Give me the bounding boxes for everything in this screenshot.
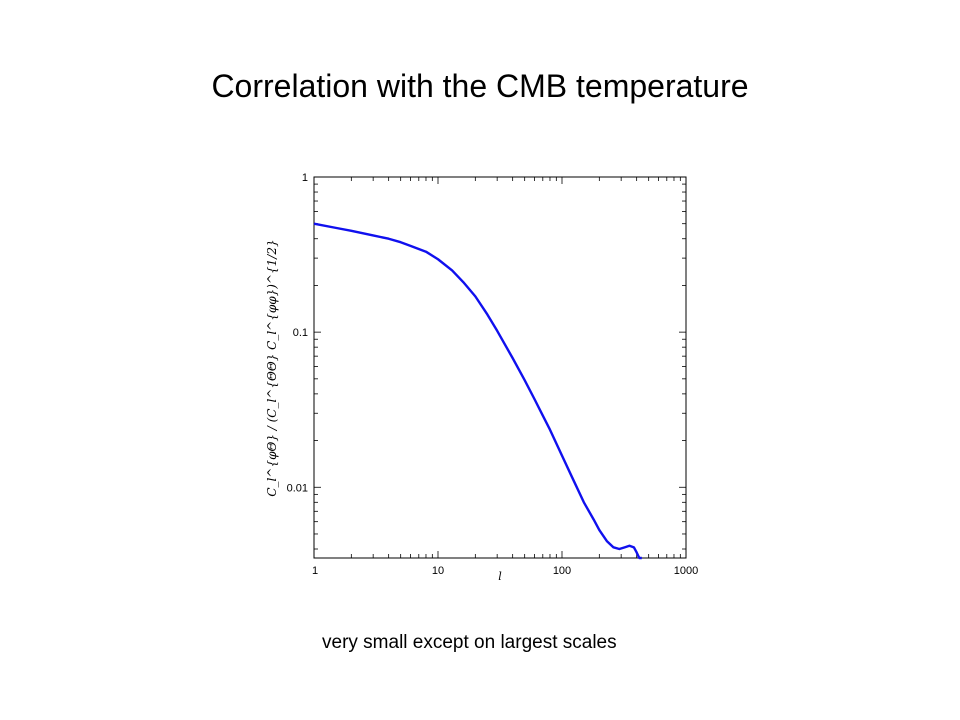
correlation-chart: 1 10 100 1000 1 0.1 0.01 l C_l^{φΘ} / (C_l^{ΘΘ… [265, 172, 699, 583]
x-tick-label: 1 [312, 565, 318, 577]
y-tick-label: 0.01 [287, 482, 308, 494]
y-axis-label: C_l^{φΘ} / (C_l^{ΘΘ} C_l^{φφ})^{1/2} [265, 239, 279, 496]
series-line [313, 222, 642, 560]
y-tick-label: 1 [302, 172, 308, 184]
x-tick-label: 10 [432, 565, 444, 577]
axis-ticks [313, 177, 687, 558]
y-tick-label: 0.1 [293, 327, 308, 339]
x-tick-label: 1000 [674, 565, 698, 577]
axis-tick-labels: 1 10 100 1000 1 0.1 0.01 [287, 172, 699, 577]
x-tick-label: 100 [553, 565, 571, 577]
plot-frame [313, 176, 687, 559]
slide-title: Correlation with the CMB temperature [211, 68, 749, 104]
slide-caption: very small except on largest scales [322, 632, 617, 653]
x-axis-label: l [498, 570, 502, 583]
